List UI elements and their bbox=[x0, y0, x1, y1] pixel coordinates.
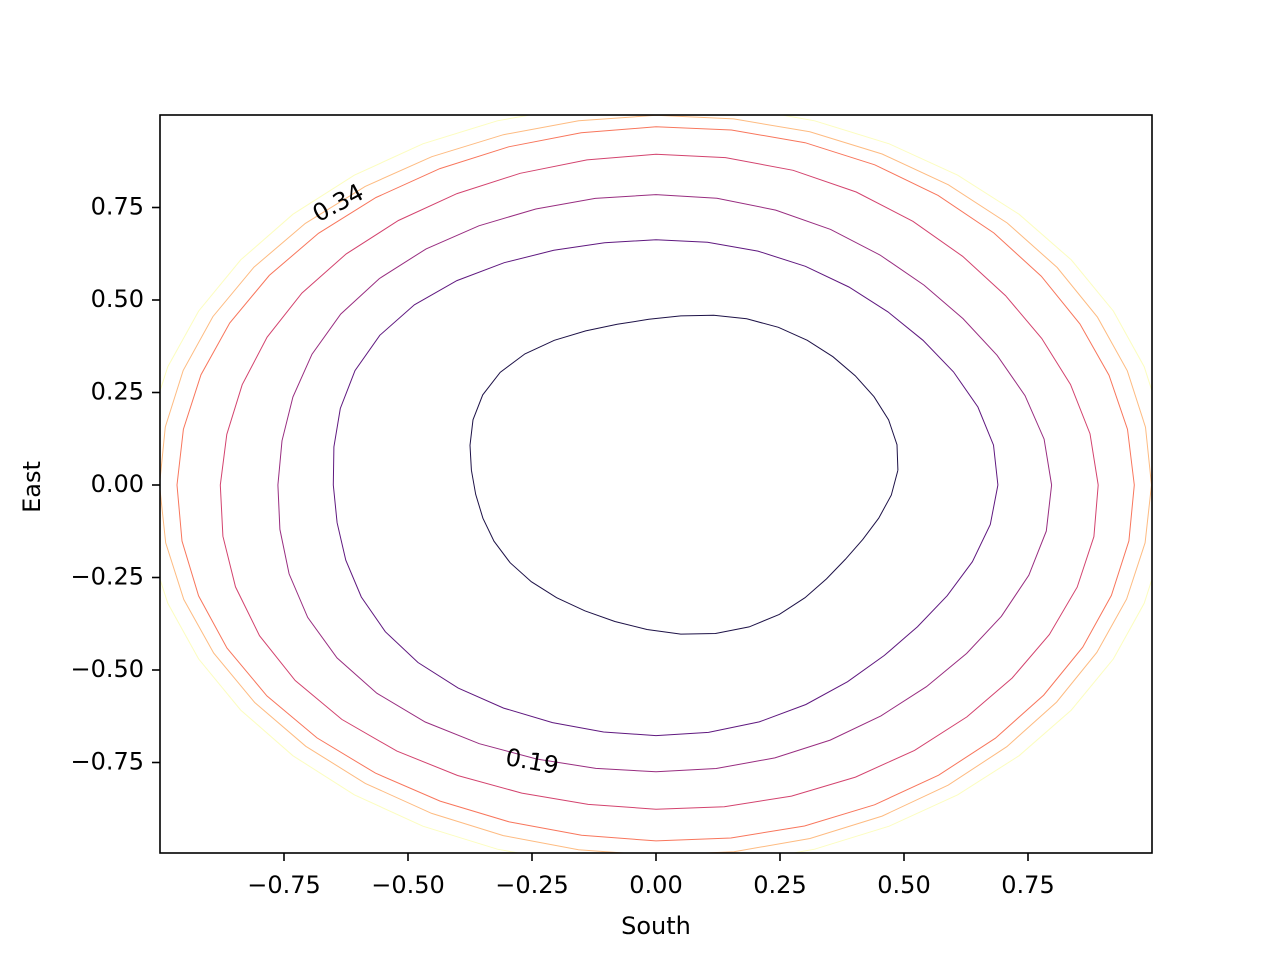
y-tick-label: 0.25 bbox=[91, 378, 144, 406]
contour-lines bbox=[160, 115, 1152, 853]
x-tick-label: −0.50 bbox=[371, 871, 445, 899]
y-tick-label: −0.50 bbox=[70, 655, 144, 683]
x-axis-label: South bbox=[621, 912, 691, 940]
x-tick-label: 0.25 bbox=[753, 871, 806, 899]
y-tick-label: 0.50 bbox=[91, 285, 144, 313]
y-axis: −0.75 −0.50 −0.25 0.00 0.25 0.50 0.75 bbox=[70, 193, 160, 776]
contour-level-3 bbox=[277, 194, 1053, 773]
x-tick-label: 0.00 bbox=[629, 871, 682, 899]
x-tick-label: 0.50 bbox=[877, 871, 930, 899]
contour-level-7 bbox=[160, 115, 1152, 853]
contour-level-1 bbox=[469, 314, 899, 635]
contour-level-6 bbox=[160, 115, 1152, 853]
y-tick-label: −0.75 bbox=[70, 748, 144, 776]
x-tick-label: −0.75 bbox=[247, 871, 321, 899]
y-tick-label: −0.25 bbox=[70, 563, 144, 591]
y-tick-label: 0.75 bbox=[91, 193, 144, 221]
contour-level-2 bbox=[332, 239, 999, 737]
contour-level-5 bbox=[176, 126, 1135, 842]
y-axis-label: East bbox=[18, 461, 46, 513]
x-tick-label: 0.75 bbox=[1001, 871, 1054, 899]
x-axis: −0.75 −0.50 −0.25 0.00 0.25 0.50 0.75 bbox=[247, 853, 1055, 899]
contour-level-4 bbox=[219, 153, 1099, 810]
y-tick-label: 0.00 bbox=[91, 470, 144, 498]
x-tick-label: −0.25 bbox=[495, 871, 569, 899]
